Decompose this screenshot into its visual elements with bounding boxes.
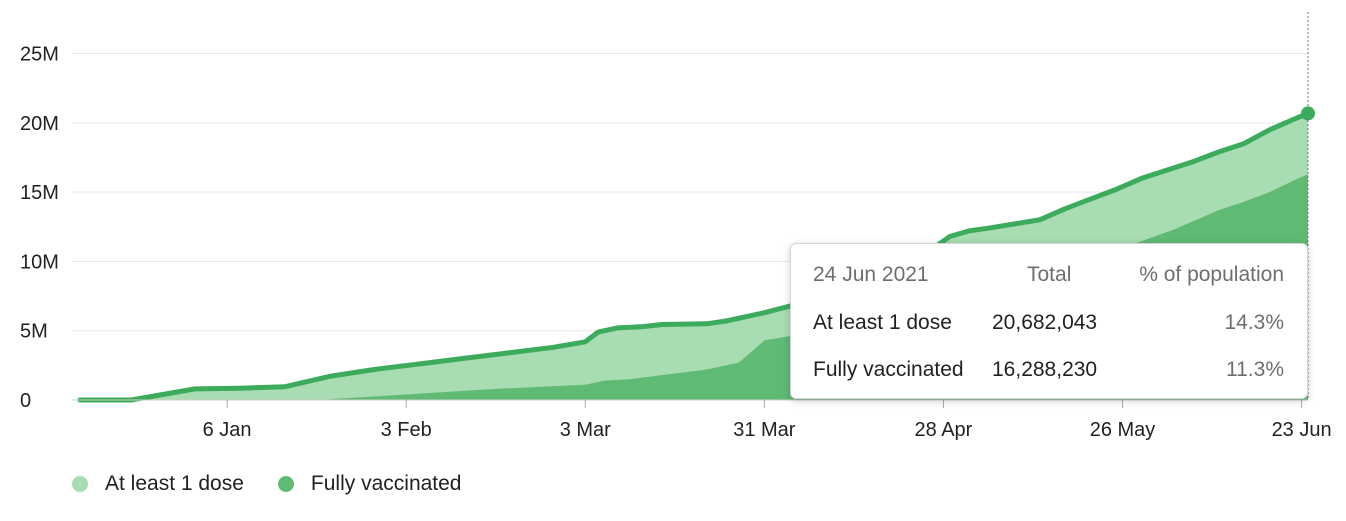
tooltip-row-pct: 11.3% xyxy=(1226,358,1284,381)
x-tick-label: 31 Mar xyxy=(733,419,796,441)
tooltip-row-label: At least 1 dose xyxy=(813,311,952,334)
y-tick-label: 0 xyxy=(20,390,31,412)
highlight-point xyxy=(1301,106,1315,121)
tooltip-row-total: 20,682,043 xyxy=(992,311,1098,334)
y-tick-label: 10M xyxy=(20,251,59,273)
tooltip-header: 24 Jun 2021 Total % of population xyxy=(791,263,1307,291)
tooltip-date: 24 Jun 2021 xyxy=(813,263,929,286)
tooltip-row: Fully vaccinated 16,288,230 11.3% xyxy=(791,358,1307,386)
x-tick-label: 23 Jun xyxy=(1272,419,1332,441)
tooltip-col-total: Total xyxy=(1027,263,1072,286)
y-tick-label: 15M xyxy=(20,182,59,204)
x-tick-label: 3 Feb xyxy=(381,419,432,441)
x-tick-label: 28 Apr xyxy=(915,419,973,441)
legend-label-at-least-1-dose: At least 1 dose xyxy=(105,472,244,495)
tooltip-row: At least 1 dose 20,682,043 14.3% xyxy=(791,311,1307,339)
legend-item-fully-vaccinated[interactable]: Fully vaccinated xyxy=(277,472,462,496)
tooltip-row-pct: 14.3% xyxy=(1224,311,1284,334)
x-tick-label: 3 Mar xyxy=(560,419,611,441)
y-tick-label: 20M xyxy=(20,113,59,135)
legend-label-fully-vaccinated: Fully vaccinated xyxy=(310,472,462,495)
chart-legend: At least 1 dose Fully vaccinated xyxy=(72,472,496,496)
x-tick-label: 26 May xyxy=(1090,419,1156,441)
legend-item-at-least-1-dose[interactable]: At least 1 dose xyxy=(72,472,244,496)
chart-tooltip: 24 Jun 2021 Total % of population At lea… xyxy=(790,243,1308,399)
tooltip-row-total: 16,288,230 xyxy=(992,358,1098,381)
legend-swatch-at-least-1-dose xyxy=(72,476,88,492)
y-tick-label: 25M xyxy=(20,44,59,66)
tooltip-row-label: Fully vaccinated xyxy=(813,358,964,381)
y-tick-label: 5M xyxy=(20,321,48,343)
x-tick-label: 6 Jan xyxy=(203,419,252,441)
tooltip-col-pct: % of population xyxy=(1139,263,1284,286)
legend-swatch-fully-vaccinated xyxy=(277,476,294,492)
